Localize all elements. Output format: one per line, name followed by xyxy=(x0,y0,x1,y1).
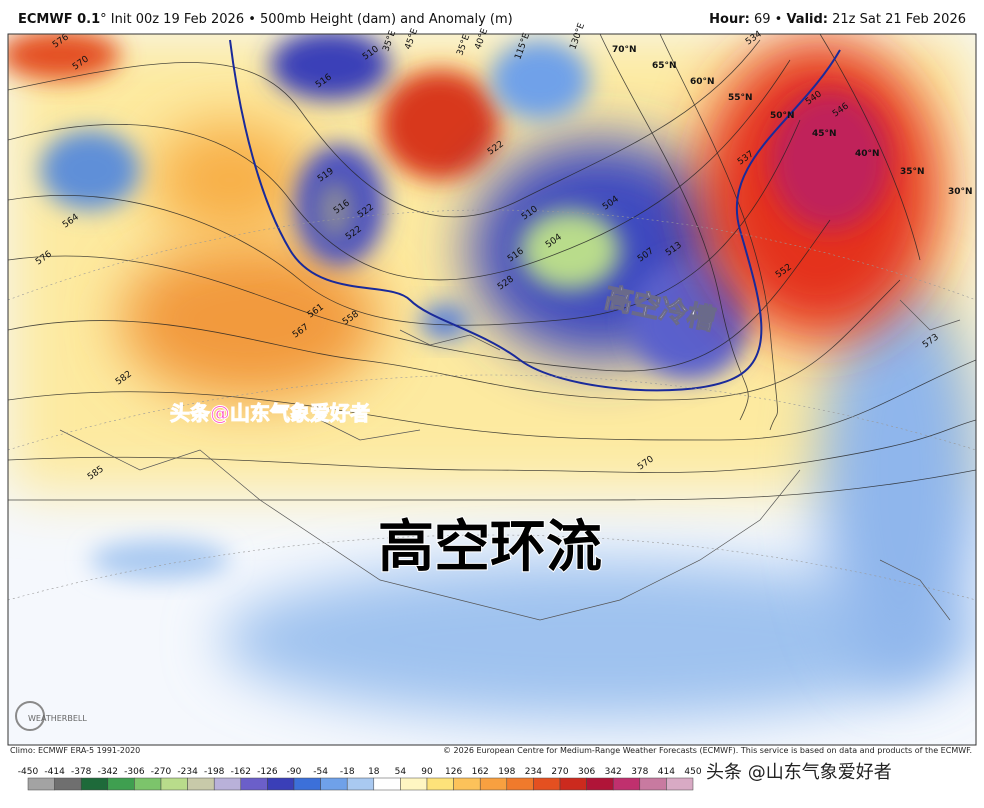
colorbar-tick-label: 18 xyxy=(368,767,380,777)
colorbar-bin xyxy=(666,777,694,791)
watermark: 头条@山东气象爱好者 xyxy=(170,401,370,425)
climo: Climo: ECMWF ERA-5 1991-2020 xyxy=(10,746,141,755)
colorbar-tick-label: 342 xyxy=(605,767,622,777)
lat-label: 45°N xyxy=(812,129,837,139)
colorbar-tick-label: -18 xyxy=(340,767,355,777)
colorbar-tick-label: -414 xyxy=(44,767,65,777)
colorbar-bin xyxy=(559,777,587,791)
colorbar-bin xyxy=(373,777,401,791)
colorbar-tick-label: -126 xyxy=(257,767,278,777)
colorbar-bin xyxy=(240,777,268,791)
colorbar-tick-label: -162 xyxy=(231,767,251,777)
lat-label: 30°N xyxy=(948,187,973,197)
colorbar-bin xyxy=(533,777,561,791)
lat-label: 65°N xyxy=(652,61,677,71)
colorbar-tick-label: 450 xyxy=(684,767,701,777)
colorbar-bin xyxy=(27,777,55,791)
colorbar-tick-label: 234 xyxy=(525,767,542,777)
colorbar-bin xyxy=(612,777,641,791)
colorbar-tick-label: 126 xyxy=(445,767,462,777)
valid: 21z Sat 21 Feb 2026 xyxy=(832,12,966,27)
hour-label: Hour: xyxy=(709,12,750,27)
colorbar-bin xyxy=(187,777,215,791)
colorbar-tick-label: -270 xyxy=(151,767,172,777)
colorbar-bin xyxy=(160,777,188,791)
colorbar-bin xyxy=(134,777,162,791)
lat-label: 60°N xyxy=(690,77,715,87)
colorbar-tick-label: 378 xyxy=(631,767,648,777)
colorbar-tick-label: 414 xyxy=(658,767,675,777)
colorbar-bin xyxy=(346,777,375,791)
bottom-watermark: 头条 @山东气象爱好者 xyxy=(706,762,892,783)
lat-label: 50°N xyxy=(770,111,795,121)
title: ° Init 00z 19 Feb 2026 • 500mb Height (d… xyxy=(100,12,513,27)
logo-icon xyxy=(15,701,45,731)
colorbar-tick-label: 54 xyxy=(395,767,407,777)
colorbar-tick-label: 306 xyxy=(578,767,595,777)
logo: WEATHERBELL xyxy=(28,714,87,723)
copyright: © 2026 European Centre for Medium-Range … xyxy=(443,746,972,755)
colorbar-tick-label: 90 xyxy=(421,767,433,777)
valid-label: Valid: xyxy=(786,12,828,27)
title-bold: ECMWF 0.1 xyxy=(18,12,101,27)
colorbar-tick-label: -378 xyxy=(71,767,92,777)
colorbar-tick-label: -306 xyxy=(124,767,145,777)
colorbar-bin xyxy=(293,777,321,791)
header-left: ECMWF 0.1° Init 00z 19 Feb 2026 • 500mb … xyxy=(18,12,513,27)
colorbar-bin xyxy=(639,777,667,791)
colorbar-tick-label: -90 xyxy=(287,767,302,777)
colorbar-tick-label: 162 xyxy=(472,767,489,777)
lat-label: 70°N xyxy=(612,45,637,55)
colorbar-tick-label: -54 xyxy=(313,767,328,777)
colorbar-bin xyxy=(586,777,614,791)
colorbar-bin xyxy=(107,777,135,791)
colorbar-tick-label: -234 xyxy=(177,767,198,777)
lat-label: 35°N xyxy=(900,167,925,177)
colorbar-bin xyxy=(506,777,534,791)
colorbar-tick-label: -198 xyxy=(204,767,225,777)
colorbar-bin xyxy=(320,777,348,791)
colorbar-tick-label: 198 xyxy=(498,767,515,777)
circulation-label: 高空环流 xyxy=(378,515,602,580)
map-frame xyxy=(7,33,977,746)
lat-label: 40°N xyxy=(855,149,880,159)
colorbar-bin xyxy=(453,777,481,791)
map-field xyxy=(8,34,976,745)
colorbar-bin xyxy=(479,777,508,791)
colorbar-bin xyxy=(80,777,109,791)
colorbar-bin xyxy=(267,777,295,791)
colorbar-tick-label: -342 xyxy=(98,767,118,777)
colorbar-bin xyxy=(400,777,428,791)
colorbar-bin xyxy=(426,777,454,791)
colorbar-bin xyxy=(54,777,82,791)
header-right: Hour: 69 • Valid: 21z Sat 21 Feb 2026 xyxy=(709,12,966,27)
hour: 69 • xyxy=(753,12,787,27)
colorbar-tick-label: 270 xyxy=(551,767,568,777)
colorbar-tick-label: -450 xyxy=(18,767,39,777)
colorbar-bin xyxy=(213,777,242,791)
lat-label: 55°N xyxy=(728,93,753,103)
